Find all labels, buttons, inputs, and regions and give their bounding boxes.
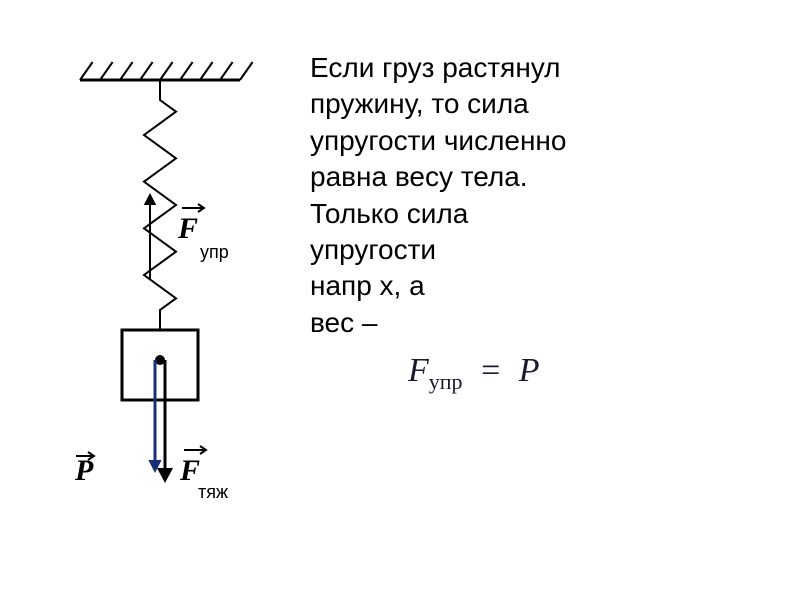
formula-P: P <box>519 352 540 389</box>
formula-F: F <box>408 352 429 389</box>
text-line8: вес – <box>310 307 377 338</box>
text-line3: упругости численно <box>310 125 566 156</box>
svg-text:F: F <box>179 454 200 487</box>
formula-overlay: Fупр = P <box>400 350 548 397</box>
text-line6: упругости <box>310 234 436 265</box>
svg-text:F: F <box>177 212 198 245</box>
text-line4: равна весу тела. <box>310 161 528 192</box>
diagram-svg: FупрFтяжP <box>40 40 290 540</box>
formula-equals: = <box>481 352 500 389</box>
text-line5: Только сила <box>310 198 468 229</box>
svg-text:тяж: тяж <box>198 482 228 502</box>
text-line1: Если груз растянул <box>310 52 561 83</box>
physics-diagram: FупрFтяжP <box>40 40 290 540</box>
explanation-text: Если груз растянул пружину, то сила упру… <box>290 40 760 540</box>
svg-text:упр: упр <box>200 242 229 262</box>
svg-text:P: P <box>74 454 94 487</box>
text-line7: напр х, а <box>310 270 425 301</box>
formula-F-sub: упр <box>429 369 463 394</box>
text-line2: пружину, то сила <box>310 88 529 119</box>
